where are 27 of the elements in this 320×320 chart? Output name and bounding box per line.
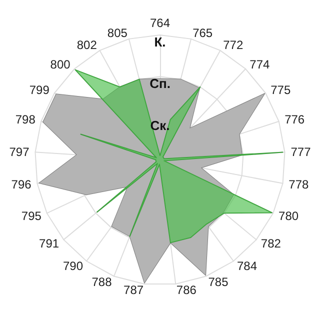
spoke-label: 778 [288, 178, 310, 192]
spoke-label: 764 [150, 16, 170, 30]
spoke-label: 788 [92, 274, 112, 289]
spoke-label: 786 [176, 282, 197, 297]
spoke-label: 805 [107, 26, 128, 40]
y-tick-label: К. [154, 34, 166, 50]
spoke-label: 782 [260, 236, 282, 251]
spoke-label: 790 [62, 258, 84, 273]
spoke-label: 765 [192, 26, 213, 40]
spoke-label: 775 [270, 82, 291, 97]
spoke-label: 798 [15, 112, 36, 127]
spoke-label: 780 [278, 208, 299, 223]
spoke-label: 795 [21, 208, 42, 223]
spoke-label: 777 [290, 144, 312, 159]
spoke-label: 802 [76, 38, 98, 52]
spoke-label: 784 [237, 258, 258, 273]
spoke-label: 800 [50, 58, 71, 72]
spoke-label: 776 [284, 112, 305, 127]
spoke-label: 774 [250, 58, 270, 72]
spoke-label: 787 [124, 282, 144, 297]
y-tick-label: Сп. [150, 76, 170, 92]
spoke-label: 791 [39, 236, 60, 251]
spoke-label: 772 [223, 38, 244, 52]
spoke-label: 796 [11, 178, 32, 192]
spoke-label: 785 [208, 274, 229, 289]
spoke-label: 797 [9, 144, 30, 159]
spoke-label: 799 [29, 82, 50, 97]
